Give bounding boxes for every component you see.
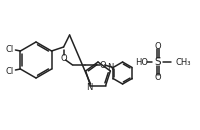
Text: HO: HO	[136, 57, 148, 67]
Text: O: O	[155, 73, 161, 83]
Text: S: S	[155, 57, 161, 67]
Text: CH₃: CH₃	[176, 57, 192, 67]
Text: O: O	[155, 41, 161, 50]
Text: N: N	[107, 63, 114, 73]
Text: N: N	[86, 83, 93, 92]
Text: Cl: Cl	[5, 44, 14, 54]
Text: O: O	[60, 54, 67, 63]
Text: Cl: Cl	[5, 67, 14, 76]
Text: O: O	[99, 60, 106, 70]
